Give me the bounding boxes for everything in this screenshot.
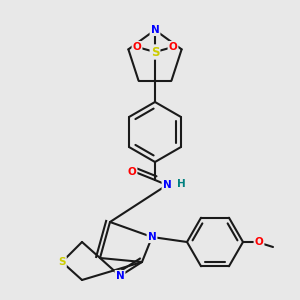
Text: O: O bbox=[133, 42, 141, 52]
Text: H: H bbox=[177, 179, 186, 189]
Text: N: N bbox=[116, 271, 124, 281]
Text: N: N bbox=[163, 180, 171, 190]
Text: O: O bbox=[255, 237, 263, 247]
Text: O: O bbox=[128, 167, 136, 177]
Text: S: S bbox=[58, 257, 66, 267]
Text: N: N bbox=[151, 25, 159, 35]
Text: N: N bbox=[148, 232, 156, 242]
Text: S: S bbox=[151, 46, 159, 59]
Text: O: O bbox=[169, 42, 177, 52]
